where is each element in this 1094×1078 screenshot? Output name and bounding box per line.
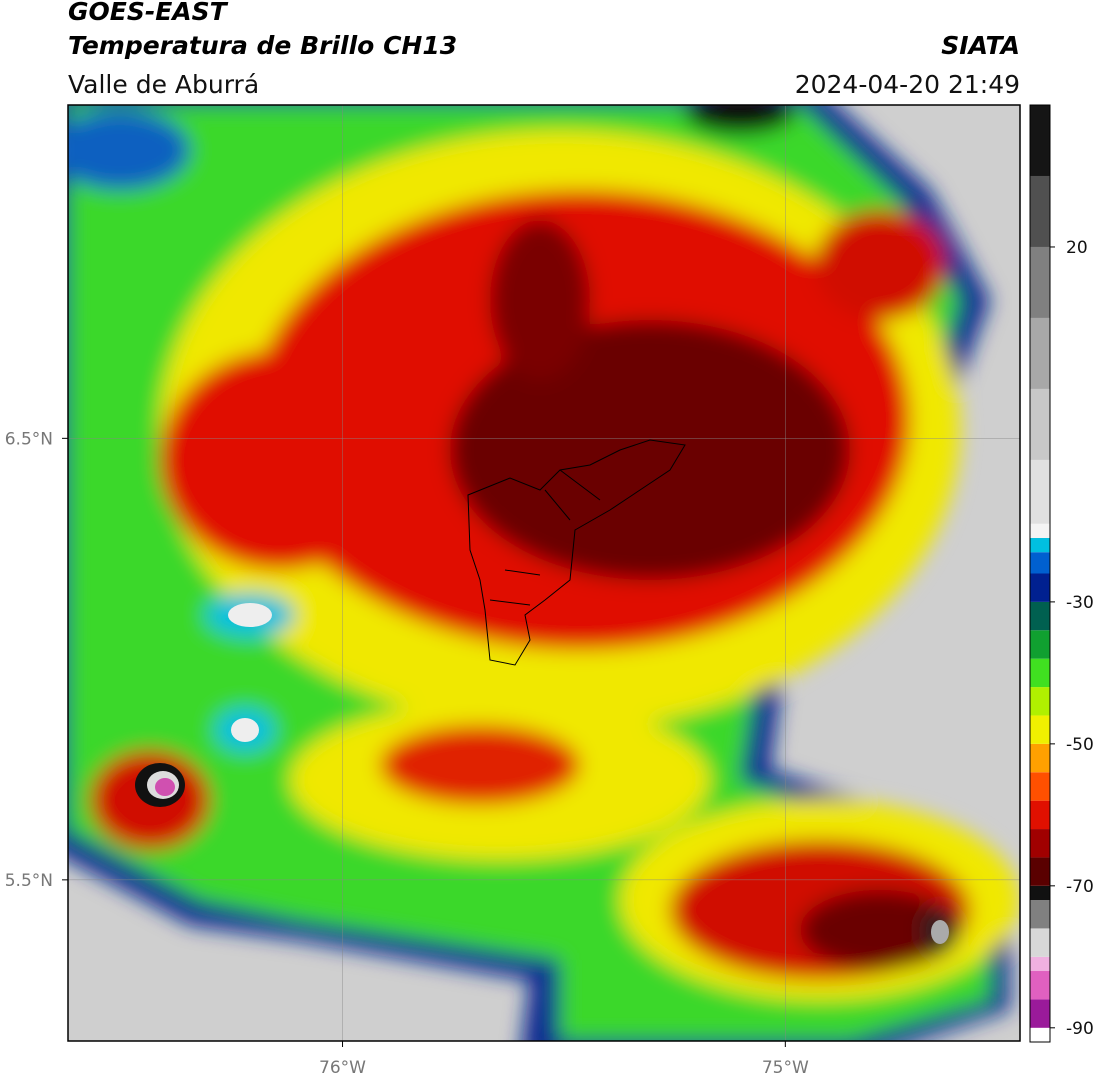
- field: [490, 220, 590, 380]
- colorbar-segment: [1030, 552, 1050, 574]
- map-field: [68, 105, 1020, 1041]
- x-tick-label: 76°W: [319, 1058, 366, 1078]
- colorbar-segment: [1030, 928, 1050, 957]
- colorbar-tick-label: -90: [1066, 1019, 1094, 1039]
- region: Valle de Aburrá: [68, 70, 259, 99]
- field: [800, 890, 960, 970]
- field: [380, 725, 580, 805]
- field: [815, 210, 945, 320]
- field: [155, 778, 175, 796]
- colorbar-segment: [1030, 800, 1050, 830]
- colorbar-segment: [1030, 459, 1050, 524]
- colorbar-segment: [1030, 743, 1050, 773]
- colorbar-segment: [1030, 687, 1050, 716]
- field: [228, 603, 272, 627]
- colorbar-tick-label: -50: [1066, 735, 1094, 755]
- field: [685, 105, 795, 134]
- map-frame: [67, 104, 1021, 1042]
- field: [231, 718, 259, 742]
- axes: 76°W 75°W 6.5°N 5.5°N: [5, 105, 1020, 1078]
- colorbar-segment: [1030, 1027, 1050, 1042]
- field: [160, 350, 400, 570]
- subtitle: Temperatura de Brillo CH13: [68, 31, 457, 60]
- colorbar-segment: [1030, 246, 1050, 318]
- colorbar-segment: [1030, 857, 1050, 886]
- y-tick-label: 6.5°N: [5, 429, 53, 449]
- colorbar-segment: [1030, 885, 1050, 901]
- colorbar-segment: [1030, 630, 1050, 659]
- colorbar-segment: [1030, 829, 1050, 858]
- colorbar-segment: [1030, 971, 1050, 1000]
- colorbar-segment: [1030, 538, 1050, 553]
- colorbar-segment: [1030, 317, 1050, 389]
- colorbar-segment: [1030, 573, 1050, 602]
- field: [68, 110, 190, 190]
- colorbar-frame: [1029, 104, 1051, 1043]
- colorbar-segment: [1030, 388, 1050, 460]
- colorbar-segment: [1030, 658, 1050, 688]
- colorbar-segment: [1030, 956, 1050, 972]
- colorbar-segment: [1030, 175, 1050, 247]
- x-tick-label: 75°W: [762, 1058, 809, 1078]
- colorbar-segment: [1030, 900, 1050, 929]
- source: SIATA: [941, 31, 1020, 60]
- colorbar-tick-label: -30: [1066, 593, 1094, 613]
- municipality-outline: [467, 439, 686, 666]
- colorbar-segment: [1030, 999, 1050, 1028]
- colorbar-segment: [1030, 715, 1050, 744]
- colorbar-segment: [1030, 105, 1050, 176]
- colorbar-segment: [1030, 523, 1050, 539]
- colorbar-tick-label: -70: [1066, 877, 1094, 897]
- y-tick-label: 5.5°N: [5, 871, 53, 891]
- colorbar-segment: [1030, 772, 1050, 801]
- field: [450, 320, 850, 580]
- colorbar-segment: [1030, 601, 1050, 631]
- field: [931, 920, 949, 944]
- datetime: 2024-04-20 21:49: [795, 70, 1020, 99]
- colorbar: 20 -30 -50 -70 -90: [1030, 105, 1094, 1042]
- title: GOES-EAST: [68, 0, 229, 26]
- colorbar-tick-label: 20: [1066, 238, 1088, 258]
